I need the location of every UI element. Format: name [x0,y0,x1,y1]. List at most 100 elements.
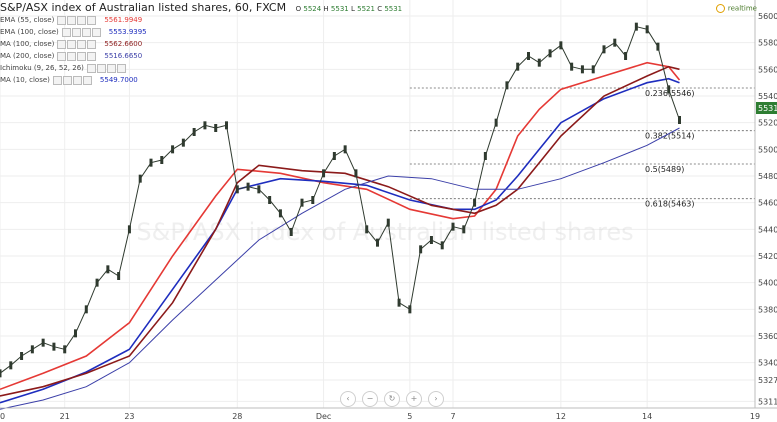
price-point [570,62,574,71]
hide-icon[interactable] [96,63,106,73]
indicator-legend-row[interactable]: MA (10, close) 5549.7000 [0,74,138,86]
price-point [322,169,326,178]
hide-icon[interactable] [71,27,81,37]
price-point [516,62,520,71]
price-point [106,265,110,274]
y-tick-label: 5327 [758,376,777,385]
close-icon[interactable] [87,15,97,25]
price-point [138,174,142,183]
y-tick-label: 5400 [758,279,777,288]
realtime-toggle[interactable]: realtime [715,4,757,13]
zoom-in-icon[interactable]: + [406,391,422,407]
price-point [95,278,99,287]
y-tick-label: 5560 [758,65,777,74]
hide-icon[interactable] [62,75,72,85]
price-point [365,225,369,234]
indicator-legend-row[interactable]: EMA (100, close) 5553.9395 [0,26,147,38]
indicator-legend-row[interactable]: MA (200, close) 5516.6650 [0,50,142,62]
price-point [419,245,423,254]
indicator-label: MA (10, close) [0,76,50,84]
add-icon[interactable] [72,75,82,85]
hide-icon[interactable] [67,39,77,49]
price-point [429,236,433,244]
price-point [548,49,552,58]
indicator-controls[interactable] [86,62,127,74]
price-point [451,222,455,231]
settings-icon[interactable] [61,27,71,37]
indicator-series [0,61,681,410]
y-tick-label: 5380 [758,305,777,314]
zoom-out-icon[interactable]: − [362,391,378,407]
indicator-label: Ichimoku (9, 26, 52, 26) [0,64,84,72]
y-tick-label: 5540 [758,92,777,101]
ohlc-close-label: C [377,5,383,13]
indicator-legend-row[interactable]: MA (100, close) 5562.6600 [0,38,142,50]
price-point [343,145,347,154]
y-tick-label: 5360 [758,332,777,341]
price-point [171,145,175,154]
price-point [268,196,272,204]
add-icon[interactable] [106,63,116,73]
price-point [440,241,444,250]
add-icon[interactable] [77,51,87,61]
hide-icon[interactable] [67,51,77,61]
price-point [408,305,412,314]
scroll-right-icon[interactable]: › [428,391,444,407]
price-point [505,81,509,90]
price-series [0,22,681,378]
hide-icon[interactable] [67,15,77,25]
fib-level-label: 0.382(5514) [645,132,695,141]
close-icon[interactable] [82,75,92,85]
indicator-controls[interactable] [57,14,97,26]
settings-icon[interactable] [57,51,67,61]
price-point [63,345,67,354]
settings-icon[interactable] [86,63,96,73]
price-point [235,185,239,194]
settings-icon[interactable] [57,39,67,49]
price-point [397,298,401,307]
add-icon[interactable] [81,27,91,37]
settings-icon[interactable] [52,75,62,85]
indicator-controls[interactable] [52,74,93,86]
scroll-left-icon[interactable]: ‹ [340,391,356,407]
y-tick-label: 5460 [758,199,777,208]
close-icon[interactable] [116,63,126,73]
price-point [181,138,185,147]
price-point [354,169,358,178]
price-point [624,52,628,60]
price-point [278,209,282,218]
price-point [117,272,121,280]
ohlc-high-label: H [323,5,329,13]
close-icon[interactable] [91,27,101,37]
indicator-controls[interactable] [57,38,97,50]
settings-icon[interactable] [57,15,67,25]
indicator-controls[interactable] [61,26,102,38]
indicator-value: 5562.6600 [104,40,143,48]
indicator-legend-row[interactable]: EMA (55, close) 5561.9949 [0,14,142,26]
add-icon[interactable] [77,39,87,49]
ohlc-readout: O 5524 H 5531 L 5521 C 5531 [296,5,403,13]
y-tick-label: 5440 [758,225,777,234]
add-icon[interactable] [77,15,87,25]
indicator-legend-row[interactable]: Ichimoku (9, 26, 52, 26) [0,62,134,74]
realtime-label: realtime [727,4,757,13]
price-point [20,352,24,360]
reset-icon[interactable]: ↻ [384,391,400,407]
fib-level-label: 0.618(5463) [645,200,695,209]
indicator-label: MA (100, close) [0,40,55,48]
y-tick-label: 5420 [758,252,777,261]
indicator-value: 5549.7000 [99,76,138,84]
price-point [246,182,250,191]
fib-level-label: 0.5(5489) [645,165,684,174]
fibonacci-levels: 0.236(5546)0.382(5514)0.5(5489)0.618(546… [409,87,755,209]
indicator-controls[interactable] [57,50,97,62]
price-point [602,45,606,54]
close-icon[interactable] [87,39,97,49]
x-tick-label: 23 [124,412,134,421]
series-line [0,127,680,410]
close-icon[interactable] [87,51,97,61]
y-axis: 5311 5327 5340 5360 5380 5400 5420 5440 5460 5480… [754,0,777,408]
y-tick-label: 5340 [758,359,777,368]
x-tick-label: 7 [450,412,455,421]
